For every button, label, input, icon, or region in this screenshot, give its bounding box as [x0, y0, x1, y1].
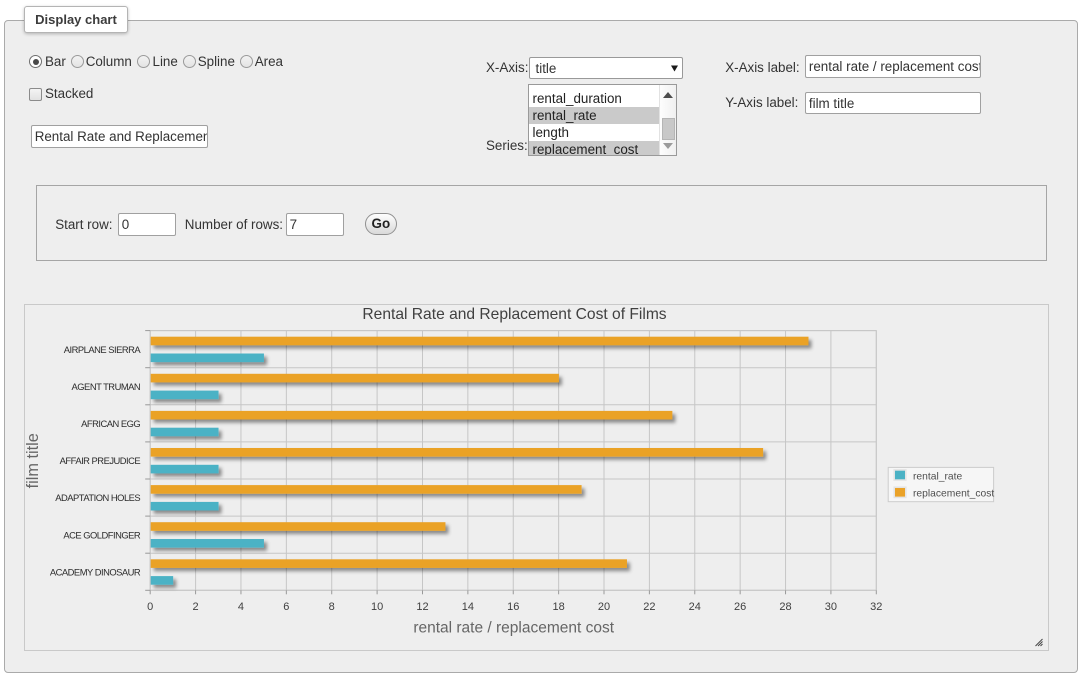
svg-text:film title: film title	[25, 434, 42, 489]
svg-text:4: 4	[238, 601, 244, 613]
svg-text:20: 20	[598, 601, 610, 613]
svg-text:26: 26	[734, 601, 746, 613]
svg-text:AFFAIR PREJUDICE: AFFAIR PREJUDICE	[60, 455, 141, 466]
svg-text:ACE GOLDFINGER: ACE GOLDFINGER	[63, 530, 141, 541]
svg-text:ADAPTATION HOLES: ADAPTATION HOLES	[55, 493, 140, 504]
svg-text:replacement_cost: replacement_cost	[913, 489, 994, 500]
svg-text:AGENT TRUMAN: AGENT TRUMAN	[72, 381, 141, 392]
svg-text:10: 10	[371, 601, 383, 613]
svg-text:32: 32	[870, 601, 882, 613]
svg-text:18: 18	[553, 601, 565, 613]
svg-text:6: 6	[283, 601, 289, 613]
svg-text:8: 8	[329, 601, 335, 613]
svg-text:AIRPLANE SIERRA: AIRPLANE SIERRA	[64, 344, 142, 355]
svg-text:0: 0	[147, 601, 153, 613]
svg-text:24: 24	[689, 601, 701, 613]
svg-text:ACADEMY DINOSAUR: ACADEMY DINOSAUR	[50, 567, 141, 578]
svg-text:AFRICAN EGG: AFRICAN EGG	[81, 418, 140, 429]
svg-text:16: 16	[507, 601, 519, 613]
svg-text:Rental Rate and Replacement Co: Rental Rate and Replacement Cost of Film…	[362, 306, 666, 323]
svg-text:rental rate / replacement cost: rental rate / replacement cost	[413, 620, 614, 637]
svg-text:28: 28	[779, 601, 791, 613]
svg-text:30: 30	[825, 601, 837, 613]
svg-text:2: 2	[193, 601, 199, 613]
svg-text:14: 14	[462, 601, 474, 613]
svg-text:rental_rate: rental_rate	[913, 472, 963, 483]
svg-text:22: 22	[643, 601, 655, 613]
svg-text:12: 12	[416, 601, 428, 613]
